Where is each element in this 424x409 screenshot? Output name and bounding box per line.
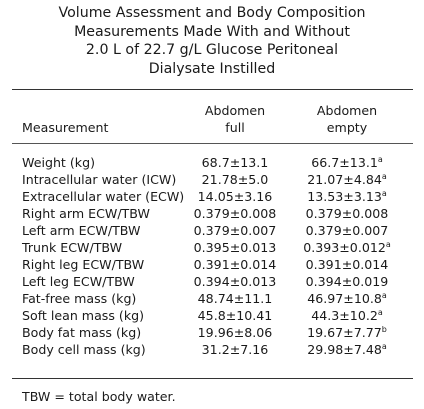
col-header-empty-line1: Abdomen xyxy=(316,103,378,118)
empty-value: 0.394±0.019 xyxy=(305,274,389,289)
empty-cell: 0.379±0.007 xyxy=(288,222,406,239)
bottom-rule xyxy=(12,378,413,379)
table-row: Weight (kg) 68.7±13.1 66.7±13.1a xyxy=(0,154,424,171)
full-cell: 0.379±0.007 xyxy=(176,222,294,239)
empty-value: 0.393±0.012 xyxy=(303,240,386,255)
full-cell: 68.7±13.1 xyxy=(176,154,294,171)
full-value: 48.74±11.1 xyxy=(197,291,273,306)
empty-cell: 13.53±3.13a xyxy=(288,188,406,205)
empty-cell: 0.393±0.012a xyxy=(288,239,406,256)
title-line: 2.0 L of 22.7 g/L Glucose Peritoneal xyxy=(85,42,339,59)
col-header-full-line2: full xyxy=(225,120,245,135)
empty-value: 0.379±0.008 xyxy=(305,206,389,221)
empty-value: 66.7±13.1 xyxy=(311,155,378,170)
title-line: Dialysate Instilled xyxy=(148,60,276,77)
empty-footnote-mark: a xyxy=(377,308,383,317)
empty-value: 0.379±0.007 xyxy=(305,223,389,238)
empty-cell: 29.98±7.48a xyxy=(288,341,406,358)
empty-footnote-mark: b xyxy=(381,325,387,334)
measurement-cell: Left arm ECW/TBW xyxy=(22,223,141,238)
empty-footnote-mark: a xyxy=(377,155,383,164)
table-row: Fat-free mass (kg) 48.74±11.1 46.97±10.8… xyxy=(0,290,424,307)
table-row: Intracellular water (ICW) 21.78±5.0 21.0… xyxy=(0,171,424,188)
empty-cell: 66.7±13.1a xyxy=(288,154,406,171)
empty-value: 0.391±0.014 xyxy=(305,257,389,272)
table-row: Soft lean mass (kg) 45.8±10.41 44.3±10.2… xyxy=(0,307,424,324)
table-row: Left leg ECW/TBW 0.394±0.013 0.394±0.019 xyxy=(0,273,424,290)
col-header-measurement: Measurement xyxy=(22,120,109,135)
full-value: 14.05±3.16 xyxy=(197,189,273,204)
empty-cell: 0.394±0.019 xyxy=(288,273,406,290)
full-cell: 21.78±5.0 xyxy=(176,171,294,188)
empty-value: 29.98±7.48 xyxy=(307,342,382,357)
empty-value: 21.07±4.84 xyxy=(307,172,382,187)
title-line: Measurements Made With and Without xyxy=(74,23,350,40)
empty-cell: 44.3±10.2a xyxy=(288,307,406,324)
full-cell: 45.8±10.41 xyxy=(176,307,294,324)
full-value: 0.395±0.013 xyxy=(193,240,277,255)
table-title: Volume Assessment and Body Composition M… xyxy=(0,4,424,78)
full-cell: 19.96±8.06 xyxy=(176,324,294,341)
full-cell: 31.2±7.16 xyxy=(176,341,294,358)
full-cell: 0.394±0.013 xyxy=(176,273,294,290)
col-header-full: Abdomen full xyxy=(176,102,294,136)
full-cell: 14.05±3.16 xyxy=(176,188,294,205)
measurement-cell: Trunk ECW/TBW xyxy=(22,240,123,255)
empty-value: 19.67±7.77 xyxy=(307,325,382,340)
empty-cell: 0.379±0.008 xyxy=(288,205,406,222)
full-value: 21.78±5.0 xyxy=(201,172,269,187)
measurement-cell: Soft lean mass (kg) xyxy=(22,308,145,323)
empty-cell: 46.97±10.8a xyxy=(288,290,406,307)
measurement-cell: Left leg ECW/TBW xyxy=(22,274,135,289)
table-row: Right arm ECW/TBW 0.379±0.008 0.379±0.00… xyxy=(0,205,424,222)
empty-footnote-mark: a xyxy=(381,291,387,300)
full-value: 0.379±0.008 xyxy=(193,206,277,221)
full-value: 31.2±7.16 xyxy=(201,342,269,357)
full-value: 19.96±8.06 xyxy=(197,325,273,340)
col-header-full-line1: Abdomen xyxy=(204,103,266,118)
measurement-cell: Right leg ECW/TBW xyxy=(22,257,145,272)
measurement-cell: Fat-free mass (kg) xyxy=(22,291,137,306)
table-row: Body cell mass (kg) 31.2±7.16 29.98±7.48… xyxy=(0,341,424,358)
full-cell: 48.74±11.1 xyxy=(176,290,294,307)
col-header-empty-line2: empty xyxy=(326,120,368,135)
measurement-cell: Body fat mass (kg) xyxy=(22,325,142,340)
full-cell: 0.391±0.014 xyxy=(176,256,294,273)
table-row: Right leg ECW/TBW 0.391±0.014 0.391±0.01… xyxy=(0,256,424,273)
top-rule xyxy=(12,89,413,90)
measurement-cell: Right arm ECW/TBW xyxy=(22,206,150,221)
empty-footnote-mark: a xyxy=(381,172,387,181)
empty-value: 44.3±10.2 xyxy=(311,308,378,323)
empty-footnote-mark: a xyxy=(385,240,391,249)
table-footnote: TBW = total body water. xyxy=(22,389,176,404)
empty-footnote-mark: a xyxy=(381,342,387,351)
empty-footnote-mark: a xyxy=(381,189,387,198)
empty-cell: 21.07±4.84a xyxy=(288,171,406,188)
measurement-cell: Weight (kg) xyxy=(22,155,95,170)
table-row: Extracellular water (ECW) 14.05±3.16 13.… xyxy=(0,188,424,205)
empty-cell: 19.67±7.77b xyxy=(288,324,406,341)
full-cell: 0.395±0.013 xyxy=(176,239,294,256)
table-row: Body fat mass (kg) 19.96±8.06 19.67±7.77… xyxy=(0,324,424,341)
full-value: 0.379±0.007 xyxy=(193,223,277,238)
full-value: 0.394±0.013 xyxy=(193,274,277,289)
empty-value: 13.53±3.13 xyxy=(307,189,382,204)
measurement-cell: Extracellular water (ECW) xyxy=(22,189,185,204)
title-line: Volume Assessment and Body Composition xyxy=(58,5,366,21)
table-row: Trunk ECW/TBW 0.395±0.013 0.393±0.012a xyxy=(0,239,424,256)
measurement-cell: Body cell mass (kg) xyxy=(22,342,146,357)
full-cell: 0.379±0.008 xyxy=(176,205,294,222)
col-header-empty: Abdomen empty xyxy=(288,102,406,136)
full-value: 0.391±0.014 xyxy=(193,257,277,272)
empty-value: 46.97±10.8 xyxy=(307,291,382,306)
full-value: 45.8±10.41 xyxy=(197,308,273,323)
header-rule xyxy=(12,143,413,144)
empty-cell: 0.391±0.014 xyxy=(288,256,406,273)
table-row: Left arm ECW/TBW 0.379±0.007 0.379±0.007 xyxy=(0,222,424,239)
measurement-cell: Intracellular water (ICW) xyxy=(22,172,177,187)
full-value: 68.7±13.1 xyxy=(201,155,269,170)
